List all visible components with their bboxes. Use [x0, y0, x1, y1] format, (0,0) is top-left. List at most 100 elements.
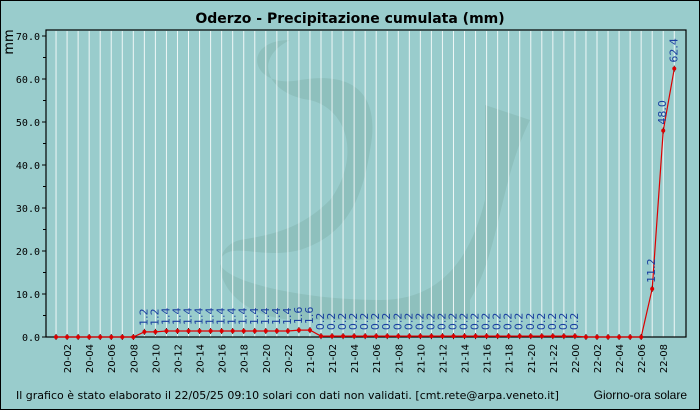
data-point [606, 335, 611, 339]
series-line: 1.21.21.41.41.41.41.41.41.41.41.41.41.41… [54, 38, 680, 340]
data-point [252, 328, 257, 333]
data-label: 0.2 [491, 313, 504, 331]
y-tick-label: 0.0 [22, 333, 40, 344]
data-label: 1.4 [248, 307, 261, 325]
data-label: 1.4 [215, 307, 228, 325]
data-label: 1.4 [226, 307, 239, 325]
data-point [473, 334, 478, 339]
data-label: 0.2 [391, 313, 404, 331]
data-point [539, 334, 544, 339]
data-point [385, 334, 390, 339]
x-tick-label: 20-06 [107, 344, 118, 373]
data-point [219, 328, 224, 333]
data-label: 1.4 [170, 307, 183, 325]
x-tick-label: 21-14 [461, 344, 472, 373]
data-point [296, 328, 301, 333]
data-label: 0.2 [358, 313, 371, 331]
data-point [429, 334, 434, 339]
data-label: 0.2 [402, 313, 415, 331]
data-point [197, 328, 202, 333]
data-label: 0.2 [524, 313, 537, 331]
x-tick-label: 21-02 [328, 344, 339, 373]
data-point [352, 334, 357, 339]
data-label: 0.2 [568, 313, 581, 331]
data-point [230, 328, 235, 333]
data-label: 0.2 [446, 313, 459, 331]
x-tick-label: 22-02 [593, 344, 604, 373]
data-label: 0.2 [325, 313, 338, 331]
data-point [363, 334, 368, 339]
data-label: 1.4 [159, 307, 172, 325]
x-tick-label: 20-02 [63, 344, 74, 373]
footer-note: Il grafico è stato elaborato il 22/05/25… [16, 389, 559, 402]
data-point [407, 334, 412, 339]
data-label: 0.2 [513, 313, 526, 331]
data-point [672, 66, 677, 71]
data-label: 0.2 [502, 313, 515, 331]
data-point [76, 335, 81, 339]
data-point [484, 334, 489, 339]
data-point [98, 335, 103, 339]
data-label: 0.2 [557, 313, 570, 331]
y-tick-label: 40.0 [16, 161, 40, 172]
data-point [153, 329, 158, 334]
x-tick-label: 21-08 [394, 344, 405, 373]
data-point [628, 335, 633, 339]
data-label: 1.4 [182, 307, 195, 325]
data-point [374, 334, 379, 339]
x-tick-label: 21-04 [350, 344, 361, 373]
x-tick-label: 21-10 [416, 344, 427, 373]
data-label: 1.4 [237, 307, 250, 325]
data-point [528, 334, 533, 339]
data-label: 0.2 [369, 313, 382, 331]
plot-area [46, 30, 686, 337]
x-tick-label: 20-22 [284, 344, 295, 373]
x-tick-label: 20-10 [151, 344, 162, 373]
x-axis-label: Giorno-ora solare [594, 388, 688, 402]
data-point [495, 334, 500, 339]
data-point [319, 334, 323, 339]
data-point [451, 334, 456, 339]
x-tick-label: 21-12 [438, 344, 449, 373]
data-label: 0.2 [347, 313, 360, 331]
data-label: 1.6 [303, 307, 316, 325]
data-label: 0.2 [413, 313, 426, 331]
data-point [462, 334, 467, 339]
x-tick-label: 22-04 [615, 344, 626, 373]
data-label: 0.2 [314, 313, 327, 331]
data-label: 1.4 [281, 307, 294, 325]
data-label: 1.4 [270, 307, 283, 325]
data-label: 1.4 [193, 307, 206, 325]
data-point [208, 328, 213, 333]
grid-lines [55, 31, 675, 337]
y-tick-label: 20.0 [16, 247, 40, 258]
data-point [175, 328, 180, 333]
data-point [186, 328, 191, 333]
data-label: 11.2 [645, 258, 658, 283]
chart-title: Oderzo - Precipitazione cumulata (mm) [195, 11, 504, 27]
y-tick-label: 30.0 [16, 204, 40, 215]
data-point [54, 335, 59, 339]
data-label: 1.2 [137, 308, 150, 326]
x-tick-label: 20-08 [129, 344, 140, 373]
x-tick-label: 20-20 [262, 344, 273, 373]
y-tick-label: 10.0 [16, 290, 40, 301]
data-point [274, 328, 279, 333]
x-tick-label: 21-16 [483, 344, 494, 373]
data-label: 0.2 [546, 313, 559, 331]
data-point [87, 335, 92, 339]
data-point [285, 328, 290, 333]
x-tick-label: 20-14 [196, 344, 207, 373]
data-label: 0.2 [458, 313, 471, 331]
data-label: 0.2 [535, 313, 548, 331]
data-label: 0.2 [424, 313, 437, 331]
data-label: 0.2 [336, 313, 349, 331]
data-label: 1.2 [148, 308, 161, 326]
harp-watermark [219, 40, 530, 320]
x-tick-label: 20-18 [240, 344, 251, 373]
data-label: 1.6 [292, 307, 305, 325]
data-point [440, 334, 445, 339]
data-point [241, 328, 246, 333]
data-label: 1.4 [204, 307, 217, 325]
